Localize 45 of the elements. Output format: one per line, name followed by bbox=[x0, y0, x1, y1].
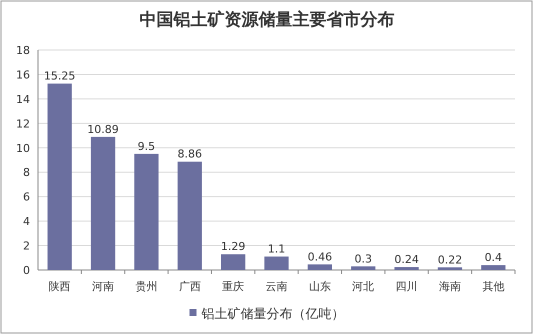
x-tick-label: 广西 bbox=[178, 280, 201, 293]
data-label: 0.46 bbox=[308, 250, 332, 264]
bar bbox=[438, 267, 462, 270]
data-label: 10.89 bbox=[87, 122, 119, 136]
y-tick-label: 14 bbox=[16, 92, 30, 106]
data-label: 0.24 bbox=[394, 253, 419, 266]
x-tick-label: 河北 bbox=[352, 280, 374, 293]
y-tick-label: 10 bbox=[16, 142, 30, 155]
data-label: 1.1 bbox=[268, 242, 286, 256]
y-tick-label: 4 bbox=[23, 215, 30, 228]
bar bbox=[178, 162, 202, 270]
y-tick-label: 16 bbox=[16, 68, 30, 82]
x-tick-label: 海南 bbox=[438, 280, 461, 293]
data-label: 0.3 bbox=[354, 252, 372, 266]
y-tick-label: 2 bbox=[23, 240, 30, 253]
x-tick-label: 重庆 bbox=[222, 280, 244, 293]
y-tick-label: 6 bbox=[23, 190, 30, 204]
data-label: 0.22 bbox=[438, 253, 462, 266]
chart-title: 中国铝土矿资源储量主要省市分布 bbox=[140, 10, 394, 30]
data-label: 15.25 bbox=[44, 70, 76, 83]
bar bbox=[134, 154, 159, 270]
x-tick-label: 河南 bbox=[92, 280, 114, 293]
bar bbox=[481, 265, 506, 270]
y-tick-label: 0 bbox=[23, 264, 30, 277]
y-tick-label: 12 bbox=[16, 117, 30, 130]
bar bbox=[90, 136, 116, 270]
data-label: 0.4 bbox=[484, 251, 502, 264]
legend-label: 铝土矿储量分布（亿吨） bbox=[200, 307, 344, 322]
x-tick-label: 云南 bbox=[266, 280, 288, 293]
x-tick-label: 其他 bbox=[482, 280, 504, 293]
bar bbox=[308, 264, 332, 270]
y-tick-label: 18 bbox=[16, 44, 30, 57]
data-label: 9.5 bbox=[138, 140, 156, 153]
y-tick-label: 8 bbox=[23, 166, 30, 180]
data-label: 1.29 bbox=[220, 240, 246, 254]
bar bbox=[351, 266, 376, 270]
bar bbox=[264, 256, 289, 270]
bar bbox=[220, 254, 246, 270]
x-tick-label: 陕西 bbox=[48, 280, 71, 293]
bar bbox=[394, 267, 419, 270]
bar bbox=[48, 84, 72, 270]
x-tick-label: 山东 bbox=[308, 280, 331, 293]
x-tick-label: 贵州 bbox=[135, 280, 158, 293]
x-tick-label: 四川 bbox=[396, 280, 418, 293]
data-label: 8.86 bbox=[178, 148, 202, 161]
